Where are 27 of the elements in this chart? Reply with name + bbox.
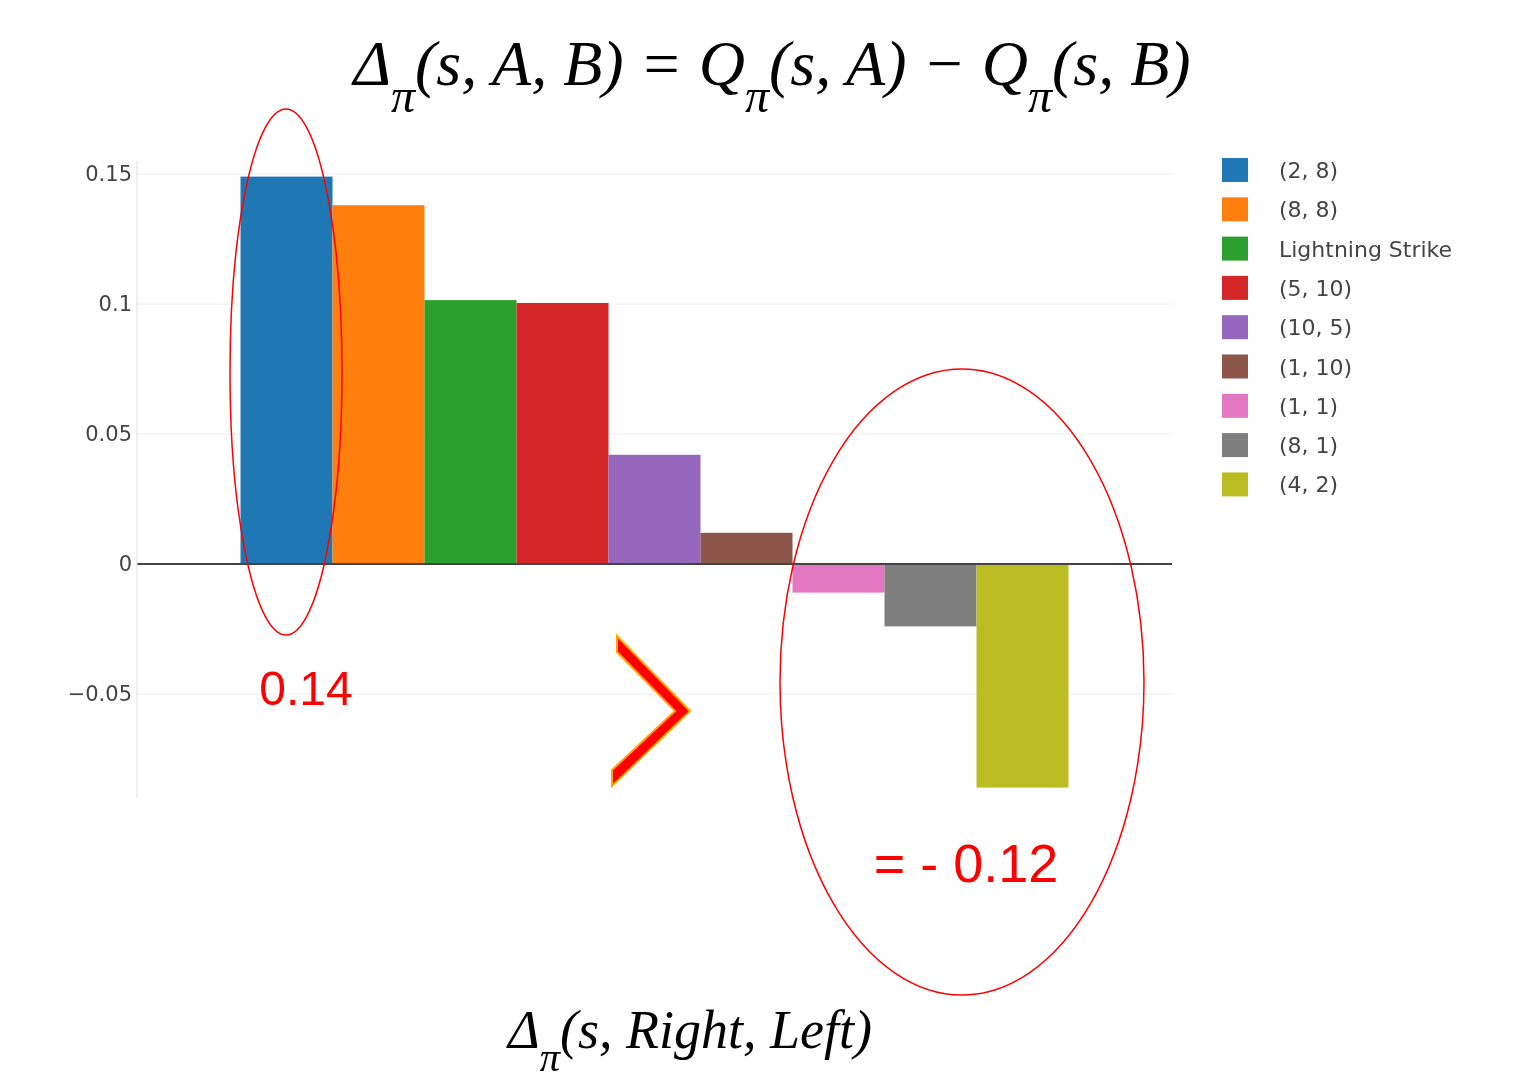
x-axis-title: Δ$_{π}$(s, Right, Left) — [506, 1000, 872, 1080]
legend-label: (1, 1) — [1279, 393, 1339, 419]
annotation: 0.14 — [259, 662, 353, 715]
bar — [976, 564, 1069, 788]
bar — [608, 454, 701, 564]
legend-label: Lightning Strike — [1279, 236, 1453, 262]
legend-label: (2, 8) — [1279, 158, 1339, 183]
legend-label: (5, 10) — [1279, 275, 1353, 301]
text: = - 0.12 — [873, 833, 1059, 893]
chart-title: Δ$_{π}$(s, A, B) = Q$_{π}$(s, A) − Q$_{π}$(s, B) — [350, 28, 1191, 122]
legend-label: (8, 8) — [1279, 197, 1339, 223]
legend-label: (1, 10) — [1279, 354, 1353, 380]
y-tick-label: −0.05 — [67, 682, 132, 706]
bar — [884, 564, 977, 627]
y-tick-label: 0 — [118, 552, 132, 576]
y-tick-label: 0.05 — [85, 422, 132, 446]
bar — [516, 302, 609, 564]
bar — [700, 532, 793, 564]
bar — [792, 564, 885, 593]
legend-label: (8, 1) — [1279, 433, 1339, 459]
legend-label: (10, 5) — [1279, 315, 1353, 341]
y-tick-label: 0.1 — [98, 292, 132, 316]
bar — [332, 205, 425, 564]
bar — [424, 300, 517, 564]
legend-label: (4, 2) — [1279, 472, 1339, 498]
bar — [240, 176, 333, 564]
y-tick-label: 0.15 — [85, 162, 132, 186]
